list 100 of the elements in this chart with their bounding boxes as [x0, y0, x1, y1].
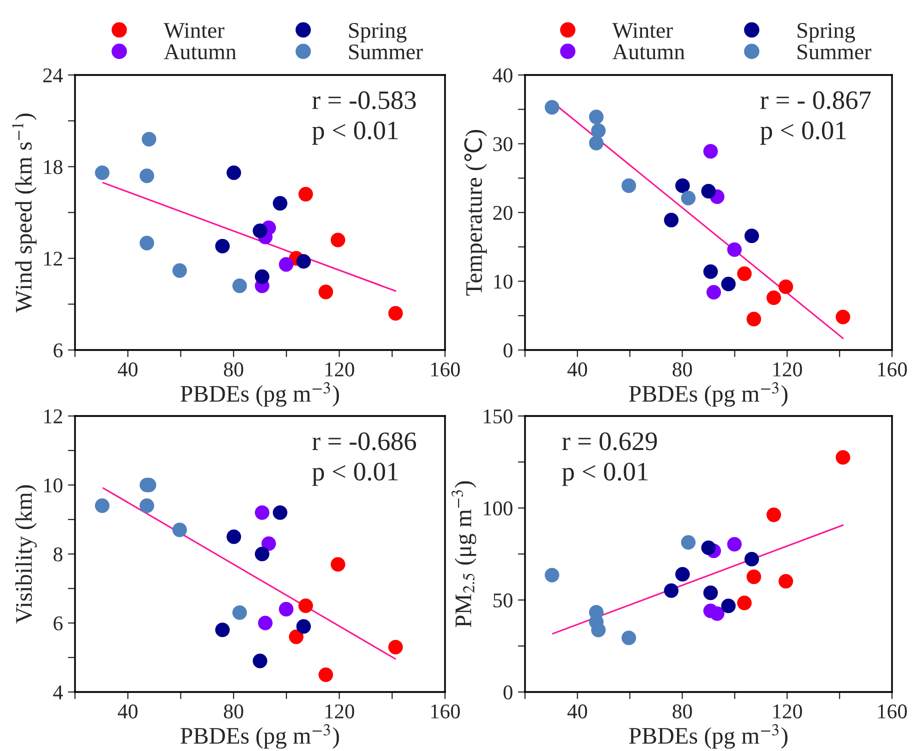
point — [288, 630, 304, 644]
point — [589, 110, 604, 124]
x-tick-label: 80 — [224, 362, 244, 376]
x-tick-label: 40 — [567, 704, 588, 718]
point — [710, 606, 724, 621]
point — [681, 535, 696, 550]
point — [330, 232, 346, 248]
point — [330, 557, 346, 572]
point — [675, 178, 690, 193]
x-tick-label: 120 — [773, 362, 802, 376]
point — [258, 616, 273, 630]
point — [278, 602, 294, 616]
annotation: p < 0.01 — [312, 462, 398, 486]
point — [721, 598, 736, 614]
legend-label: Autumn — [612, 44, 685, 60]
point — [254, 269, 270, 284]
y-axis-title: Visibility (km) — [15, 485, 37, 624]
x-tick-label: 40 — [567, 362, 588, 376]
x-tick-label: 160 — [878, 704, 907, 718]
x-tick-label: 80 — [224, 704, 244, 718]
point — [737, 266, 752, 281]
annotation: p < 0.01 — [312, 122, 398, 145]
y-tick-label: 6 — [54, 343, 63, 358]
point — [254, 505, 270, 520]
x-axis-title: PBDEs (pg m$^{−3}$) — [180, 382, 339, 407]
point — [318, 667, 334, 682]
point — [142, 132, 156, 146]
point — [172, 263, 187, 278]
y-tick-label: 4 — [53, 686, 63, 700]
y-tick-label: 10 — [44, 478, 62, 492]
point — [706, 284, 722, 300]
y-tick-label: 6 — [54, 616, 63, 630]
point — [737, 596, 752, 610]
point — [388, 640, 403, 654]
y-tick-label: 150 — [484, 409, 512, 424]
point — [298, 186, 314, 202]
y-tick-label: 10 — [494, 274, 512, 289]
x-tick-label: 120 — [325, 362, 354, 376]
point — [226, 165, 242, 180]
y-tick-label: 30 — [493, 137, 512, 152]
x-axis-title: PBDEs (pg m$^{−3}$) — [180, 724, 339, 749]
point — [261, 536, 276, 551]
point — [701, 184, 716, 198]
x-tick-label: 40 — [118, 704, 138, 718]
x-tick-label: 120 — [773, 704, 802, 718]
point — [94, 498, 110, 513]
x-tick-label: 160 — [878, 362, 907, 376]
y-tick-label: 40 — [492, 68, 512, 82]
point — [744, 552, 760, 566]
legend-label: Autumn — [164, 44, 236, 60]
point — [272, 196, 288, 211]
y-axis-title: PM$_{2.5}$ (μg m$^{−3}$) — [452, 481, 476, 628]
point — [272, 505, 288, 520]
y-tick-label: 12 — [44, 252, 62, 266]
legend-label: Summer — [798, 44, 872, 60]
point — [215, 238, 230, 254]
point — [664, 212, 679, 228]
y-tick-label: 24 — [43, 68, 63, 82]
point — [589, 136, 604, 150]
point — [544, 100, 560, 115]
x-tick-label: 40 — [118, 362, 138, 376]
annotation: p < 0.01 — [760, 122, 846, 145]
point — [836, 310, 850, 324]
y-tick-label: 100 — [484, 501, 512, 516]
point — [278, 257, 294, 272]
point — [703, 586, 718, 600]
point — [727, 242, 742, 257]
y-tick-label: 50 — [494, 593, 512, 608]
x-tick-label: 160 — [431, 704, 460, 718]
x-axis-title: PBDEs (pg m$^{−3}$) — [629, 724, 788, 749]
annotation: r = -0.583 — [312, 91, 416, 110]
point — [681, 190, 696, 206]
point — [252, 654, 268, 668]
point — [215, 622, 230, 638]
point — [140, 498, 154, 513]
annotation: r = - 0.867 — [760, 91, 871, 110]
point — [701, 540, 716, 556]
point — [836, 450, 850, 465]
y-axis-title: Temperature (℃) — [464, 130, 487, 296]
point — [721, 276, 736, 292]
x-tick-label: 120 — [325, 704, 354, 718]
y-tick-label: 18 — [44, 160, 62, 174]
legend-label: Spring — [798, 22, 855, 42]
point — [296, 254, 311, 269]
point — [675, 566, 690, 582]
point — [591, 123, 606, 138]
point — [140, 236, 154, 250]
legend-label: Summer — [349, 44, 423, 60]
x-axis-title: PBDEs (pg m$^{−3}$) — [629, 382, 788, 407]
point — [766, 508, 782, 522]
point — [622, 630, 636, 646]
point — [703, 264, 718, 279]
y-tick-label: 8 — [54, 547, 62, 562]
point — [232, 605, 247, 620]
point — [318, 284, 334, 300]
legend-label: Winter — [612, 22, 673, 38]
point — [544, 568, 560, 582]
point — [664, 583, 679, 598]
point — [746, 312, 762, 326]
legend-label: Spring — [349, 22, 406, 42]
